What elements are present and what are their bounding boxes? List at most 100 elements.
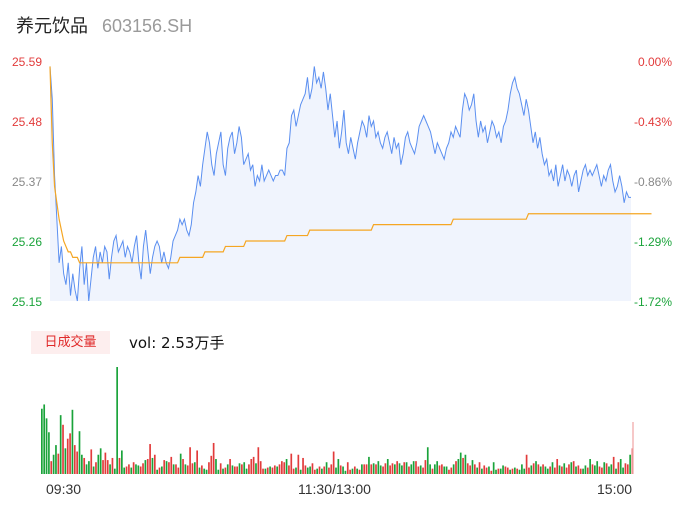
percent-tick-label: -0.43% xyxy=(634,115,672,129)
volume-bar xyxy=(433,464,436,474)
volume-bar xyxy=(149,444,151,474)
volume-bar xyxy=(116,367,118,474)
volume-bar xyxy=(561,466,563,474)
volume-bar xyxy=(422,467,424,474)
volume-bar xyxy=(170,456,173,474)
volume-bar xyxy=(565,467,568,474)
volume-bar xyxy=(163,460,166,474)
volume-bar xyxy=(330,464,333,474)
price-tick-label: 25.59 xyxy=(12,55,42,69)
volume-bar xyxy=(521,464,523,474)
volume-bar xyxy=(224,467,227,474)
volume-bar xyxy=(603,462,606,474)
volume-bar xyxy=(384,463,387,474)
volume-bar xyxy=(179,453,182,474)
volume-bar xyxy=(563,463,566,474)
volume-bar xyxy=(591,464,594,474)
volume-bar xyxy=(629,454,631,474)
volume-bar xyxy=(311,463,314,474)
volume-bar xyxy=(438,465,441,474)
volume-bar xyxy=(304,465,307,474)
volume-bar xyxy=(575,466,577,474)
volume-bar xyxy=(71,409,74,474)
volume-bar xyxy=(525,454,528,474)
volume-bar xyxy=(52,454,55,474)
volume-bar xyxy=(186,465,189,474)
volume-bar xyxy=(584,465,587,474)
volume-bar xyxy=(59,415,62,474)
volume-bar xyxy=(551,462,554,474)
volume-bar xyxy=(271,467,274,474)
volume-bar xyxy=(128,464,130,474)
volume-bar xyxy=(490,470,493,474)
volume-bar xyxy=(546,468,549,474)
volume-bar xyxy=(582,468,584,474)
time-label-midday: 11:30/13:00 xyxy=(298,481,371,497)
volume-bar xyxy=(69,433,71,474)
volume-bar xyxy=(85,464,88,474)
volume-bar xyxy=(589,459,591,474)
volume-bar xyxy=(177,467,180,474)
volume-bar xyxy=(233,466,236,474)
volume-bar xyxy=(297,454,300,474)
price-tick-label: 25.15 xyxy=(12,295,42,309)
volume-bar xyxy=(132,462,135,474)
volume-bar xyxy=(281,461,283,474)
volume-bar xyxy=(153,454,156,474)
volume-bar xyxy=(175,464,177,474)
volume-bar xyxy=(488,466,490,474)
volume-bar xyxy=(558,465,561,474)
volume-bar xyxy=(415,461,417,474)
volume-bar xyxy=(41,408,43,474)
volume-bar xyxy=(295,467,297,474)
volume-bar xyxy=(266,467,269,474)
price-tick-label: 25.26 xyxy=(12,235,42,249)
volume-bar xyxy=(481,468,483,474)
volume-bar xyxy=(269,466,271,474)
volume-bar xyxy=(88,461,90,474)
volume-bar xyxy=(513,467,516,474)
volume-bar xyxy=(539,466,542,474)
volume-bar xyxy=(483,465,486,474)
volume-bar xyxy=(516,468,519,474)
volume-bar xyxy=(605,463,608,474)
volume-bar xyxy=(492,462,495,474)
volume-bar xyxy=(306,467,309,474)
percent-tick-label: -1.72% xyxy=(634,295,672,309)
volume-bar xyxy=(95,462,97,474)
volume-bar xyxy=(55,445,57,474)
volume-bar xyxy=(313,469,316,474)
volume-bar xyxy=(401,465,403,474)
volume-bar xyxy=(393,464,396,474)
volume-bar xyxy=(142,463,144,474)
volume-bar xyxy=(161,466,163,474)
volume-bar xyxy=(495,469,497,474)
volume-bar xyxy=(572,461,575,474)
volume-bar xyxy=(612,456,615,474)
volume-bar xyxy=(104,452,107,474)
volume-bar xyxy=(419,465,422,474)
volume-bar xyxy=(405,462,408,474)
volume-bar xyxy=(469,465,471,474)
volume-bar xyxy=(99,448,102,474)
volume-bar xyxy=(276,466,279,474)
price-line xyxy=(49,66,631,302)
volume-bar xyxy=(553,467,556,474)
time-label-open: 09:30 xyxy=(46,481,82,497)
volume-bar xyxy=(45,418,48,474)
volume-bar xyxy=(511,468,514,474)
volume-bar xyxy=(375,464,377,474)
volume-bar xyxy=(626,464,629,474)
volume-bar xyxy=(377,461,380,474)
volume-bar xyxy=(137,465,140,474)
volume-bar xyxy=(248,464,250,474)
volume-bar xyxy=(43,404,46,474)
volume-bar xyxy=(278,464,281,474)
volume-bar xyxy=(222,468,224,474)
average-price-line xyxy=(49,66,652,264)
volume-bar xyxy=(231,465,234,474)
volume-bar xyxy=(622,467,624,474)
volume-bar xyxy=(325,462,328,474)
volume-bar xyxy=(193,462,196,474)
volume-bar xyxy=(215,459,217,474)
